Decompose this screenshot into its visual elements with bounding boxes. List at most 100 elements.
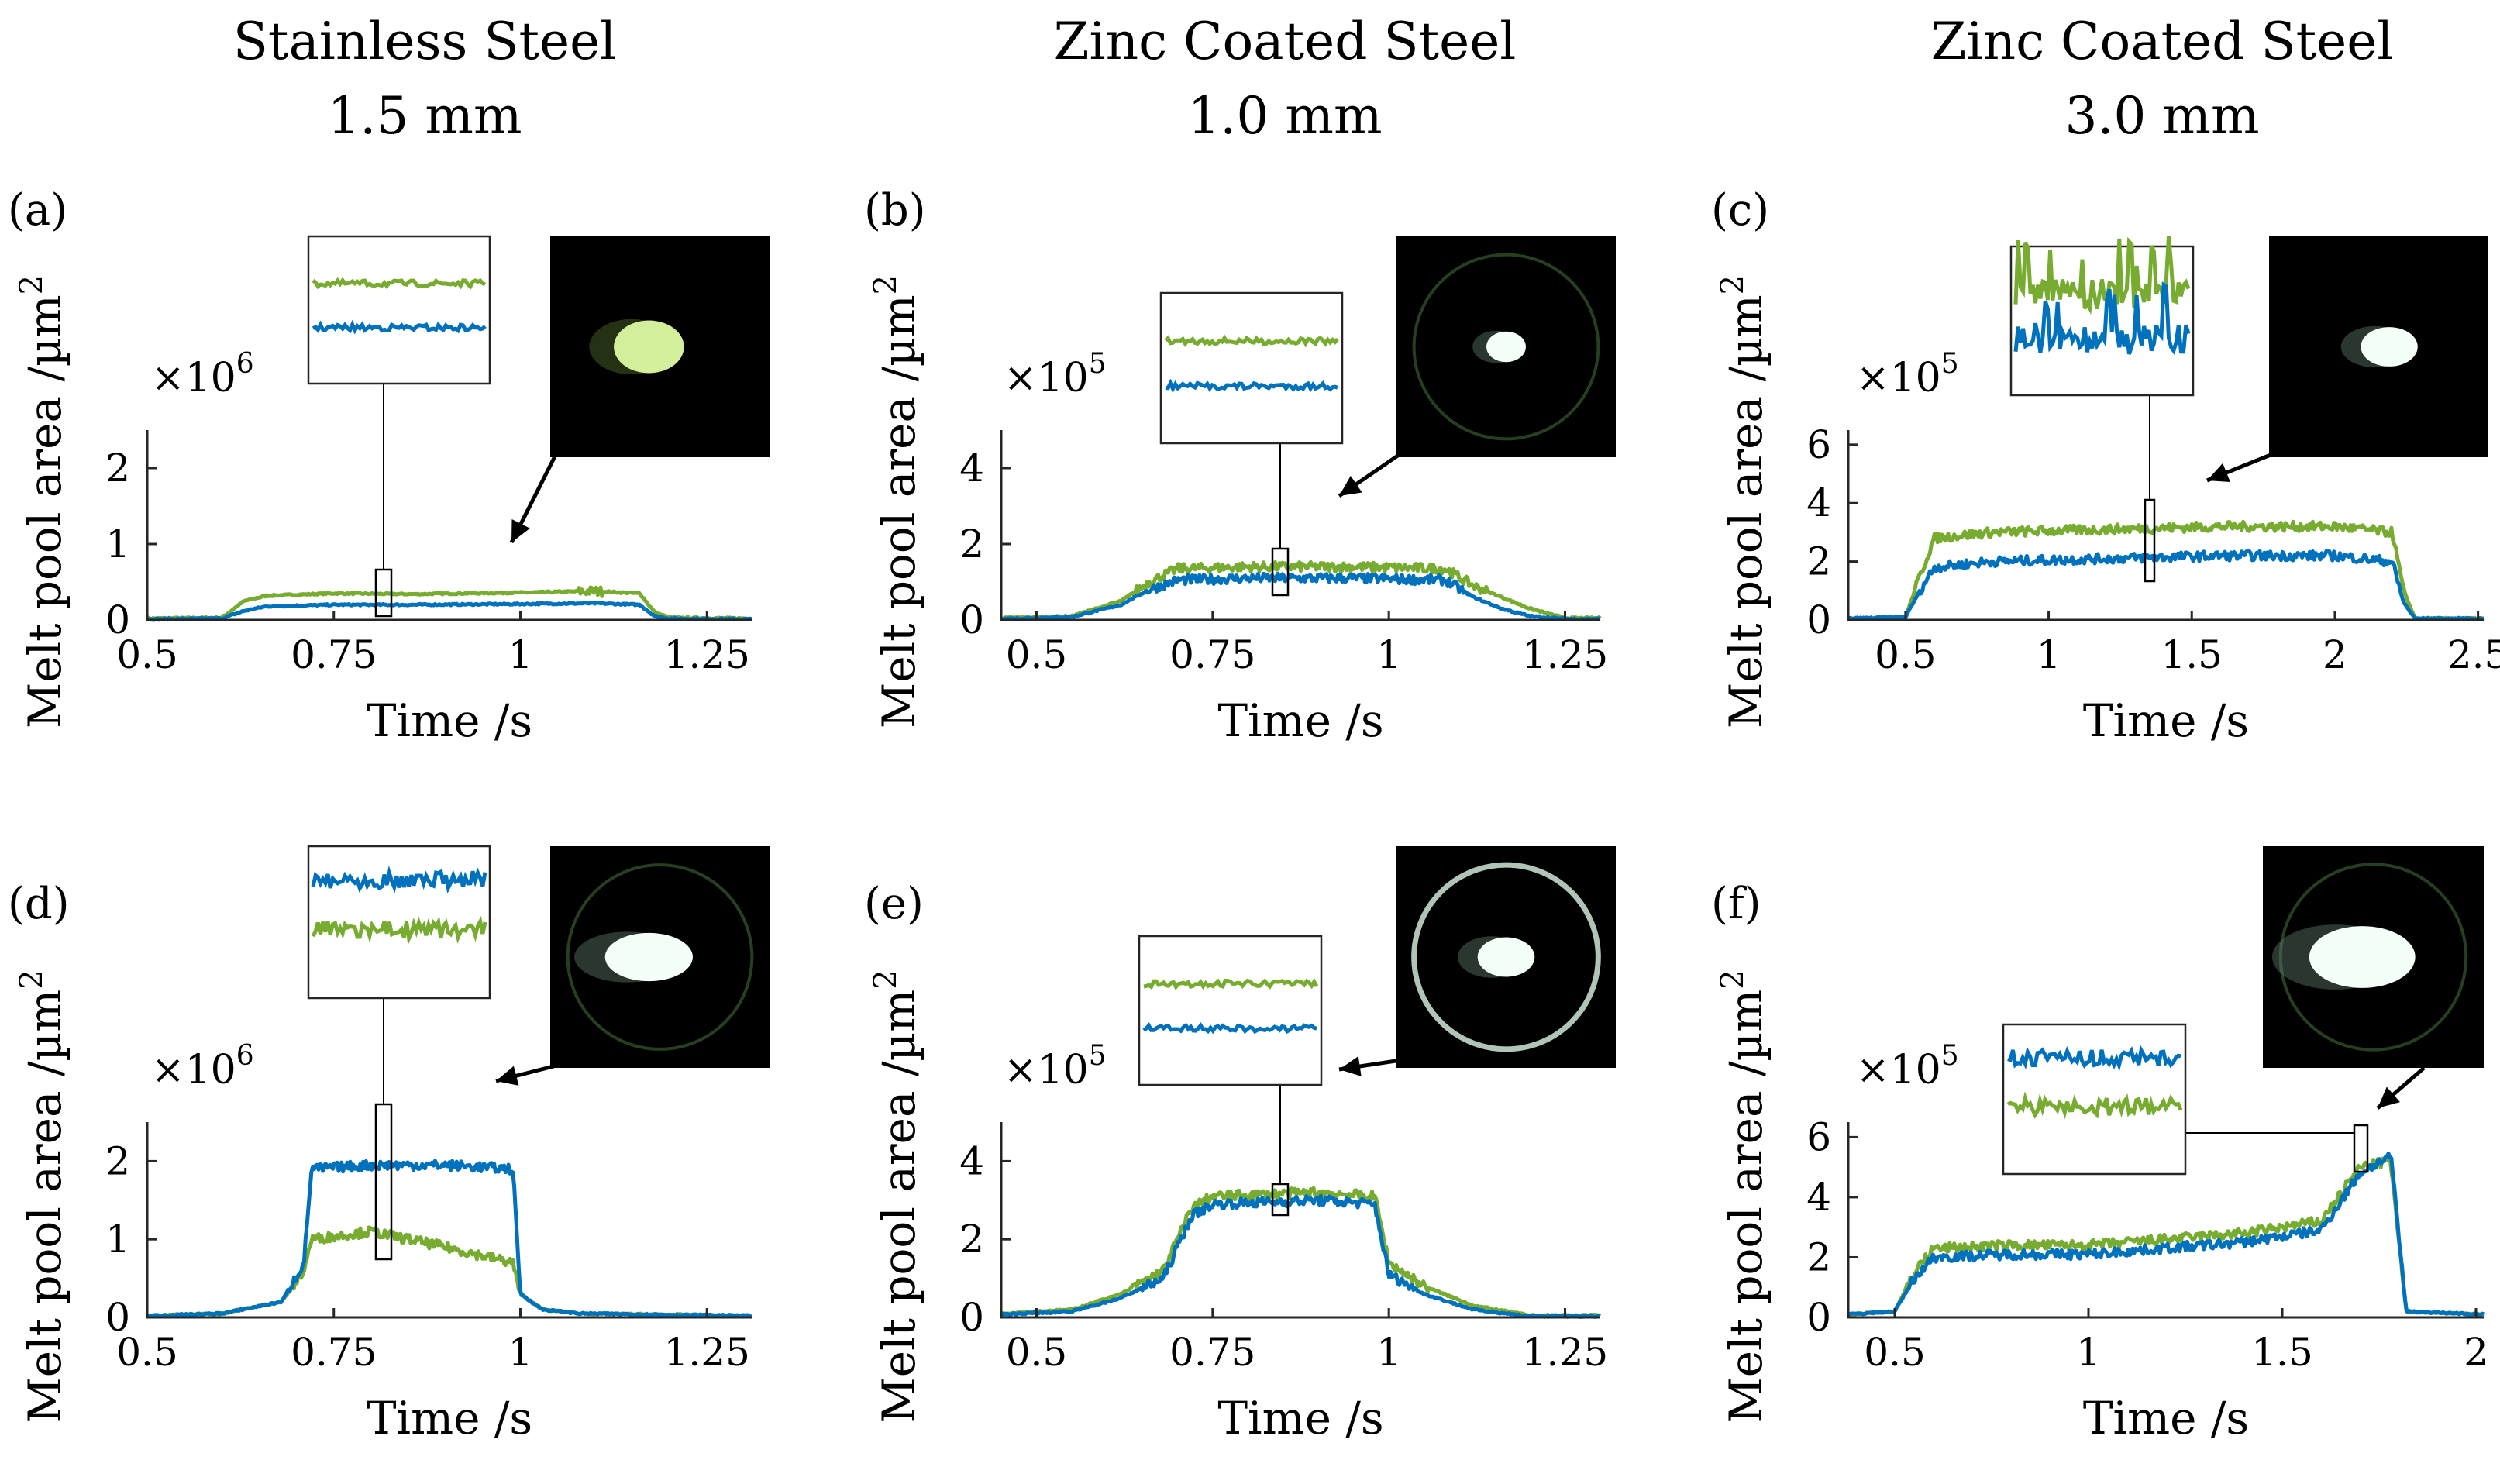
zoom-inset-trace-upper xyxy=(1143,978,1319,990)
x-tick-label: 1 xyxy=(2076,1330,2101,1375)
x-tick-label: 0.5 xyxy=(116,632,178,677)
x-axis-label: Time /s xyxy=(2083,1392,2249,1444)
chart-panel-f: (f) 0.5 1 1.5 2 0 2 4 6 ×105 Time /s Melt pool area… xyxy=(1711,846,2488,1444)
y-tick-label: 2 xyxy=(1806,539,1831,584)
zoom-inset-trace-upper xyxy=(312,277,487,290)
x-tick-label: 1.25 xyxy=(664,1330,750,1375)
melt-pool-image xyxy=(1396,846,1616,1068)
series-line-green xyxy=(1847,1155,2485,1317)
zoom-region xyxy=(2144,498,2156,583)
y-axis-label: Melt pool area /µm2 xyxy=(14,969,71,1423)
zoom-region xyxy=(2353,1124,2369,1173)
y-tick-label: 1 xyxy=(105,522,130,566)
x-tick-label: 2 xyxy=(2464,1330,2488,1375)
x-tick-label: 1 xyxy=(1376,632,1401,677)
zoom-inset-frame xyxy=(2002,1023,2187,1176)
melt-pool-image xyxy=(2269,236,2488,457)
zoom-inset-trace-upper xyxy=(311,865,487,894)
arrow-head xyxy=(511,519,530,542)
zoom-inset-trace-lower xyxy=(312,319,487,335)
series-line-blue xyxy=(1847,1152,2485,1317)
x-tick-label: 0.5 xyxy=(1864,1330,1926,1375)
x-tick-label: 0.75 xyxy=(1169,1330,1255,1375)
melt-pool-image xyxy=(2263,846,2484,1068)
x-tick-label: 1 xyxy=(508,632,533,677)
melt-pool-image xyxy=(550,236,770,457)
zoom-inset-trace-lower xyxy=(1165,378,1338,394)
column-2-subtitle: 1.0 mm xyxy=(1187,86,1382,146)
zoom-inset xyxy=(2009,236,2195,397)
y-tick-label: 2 xyxy=(959,522,984,566)
axis-multiplier: ×105 xyxy=(1004,1040,1107,1093)
chart-panel-a: (a) 0.5 0.75 1 1.25 0 1 2 ×106 Time /s Melt pool a… xyxy=(8,185,770,747)
y-tick-label: 6 xyxy=(1806,422,1831,467)
y-tick-label: 1 xyxy=(105,1217,130,1262)
axis-lines xyxy=(146,1122,752,1319)
column-titles: Stainless Steel 1.5 mm Zinc Coated Steel… xyxy=(233,12,2394,146)
y-axis-label: Melt pool area /µm2 xyxy=(868,969,925,1423)
x-tick-label: 1.5 xyxy=(2251,1330,2313,1375)
arrow-head xyxy=(496,1066,519,1086)
zoom-inset-trace-lower xyxy=(2013,281,2191,356)
zoom-inset-trace-lower xyxy=(311,915,487,945)
x-tick-label: 0.75 xyxy=(1169,632,1255,677)
lens-ring xyxy=(2278,863,2468,1052)
zoom-inset-trace-upper xyxy=(1164,334,1339,348)
x-axis-label: Time /s xyxy=(2083,694,2249,747)
melt-pool-core xyxy=(1477,937,1535,977)
lens-ring xyxy=(1412,253,1600,441)
x-tick-label: 1.25 xyxy=(1522,1330,1608,1375)
y-axis-label: Melt pool area /µm2 xyxy=(1715,969,1772,1423)
zoom-inset-frame xyxy=(307,235,491,385)
y-tick-label: 0 xyxy=(1806,597,1831,642)
zoom-inset xyxy=(1138,935,1323,1086)
column-1-title: Stainless Steel xyxy=(233,12,617,71)
y-tick-label: 6 xyxy=(1806,1114,1831,1159)
x-axis-label: Time /s xyxy=(1217,1392,1383,1444)
y-axis-label: Melt pool area /µm2 xyxy=(14,275,71,728)
y-tick-label: 0 xyxy=(105,597,130,642)
x-axis-label: Time /s xyxy=(367,1392,532,1444)
panel-label: (e) xyxy=(864,879,924,929)
series-line-green xyxy=(146,1225,753,1318)
axis-multiplier: ×105 xyxy=(1856,1040,1959,1093)
zoom-inset-trace-upper xyxy=(2013,236,2191,315)
y-tick-label: 2 xyxy=(105,1138,130,1183)
x-tick-label: 1.5 xyxy=(2161,632,2223,677)
axis-lines xyxy=(146,430,752,621)
zoom-inset xyxy=(1159,291,1344,445)
zoom-inset-trace-upper xyxy=(2007,1044,2181,1072)
chart-panel-c: (c) 0.5 1 1.5 2 2.5 0 2 4 6 ×105 Time /s Melt pool a… xyxy=(1711,185,2500,747)
x-tick-label: 2 xyxy=(2323,632,2347,677)
zoom-inset xyxy=(307,235,491,385)
zoom-inset-frame xyxy=(307,845,491,1000)
zoom-inset-trace-lower xyxy=(1142,1021,1317,1035)
x-tick-label: 1 xyxy=(1376,1330,1401,1375)
series-line-green xyxy=(1000,1186,1602,1318)
axis-lines xyxy=(1000,430,1600,621)
melt-pool-core xyxy=(614,320,684,374)
melt-pool-core xyxy=(2309,926,2416,988)
y-axis-label: Melt pool area /µm2 xyxy=(1715,275,1772,728)
axis-multiplier: ×105 xyxy=(1856,348,1959,401)
melt-pool-core xyxy=(1486,331,1526,363)
y-tick-label: 4 xyxy=(959,1138,984,1183)
y-tick-label: 0 xyxy=(959,1295,984,1340)
arrow-head xyxy=(1339,1056,1362,1076)
y-tick-label: 4 xyxy=(959,446,984,491)
x-tick-label: 0.5 xyxy=(1006,632,1068,677)
lens-ring xyxy=(1411,862,1601,1052)
axis-lines xyxy=(1000,1122,1600,1319)
x-tick-label: 0.75 xyxy=(291,632,377,677)
axis-multiplier: ×106 xyxy=(151,1040,254,1093)
x-tick-label: 1 xyxy=(508,1330,533,1375)
y-tick-label: 2 xyxy=(959,1217,984,1262)
arrow-head xyxy=(2207,463,2230,483)
column-3-subtitle: 3.0 mm xyxy=(2064,86,2259,146)
series-line-blue xyxy=(1000,571,1601,621)
panel-label: (d) xyxy=(8,879,70,929)
melt-pool-image xyxy=(1396,236,1616,457)
y-tick-label: 4 xyxy=(1806,1175,1831,1220)
arrow-head xyxy=(2378,1086,2400,1108)
